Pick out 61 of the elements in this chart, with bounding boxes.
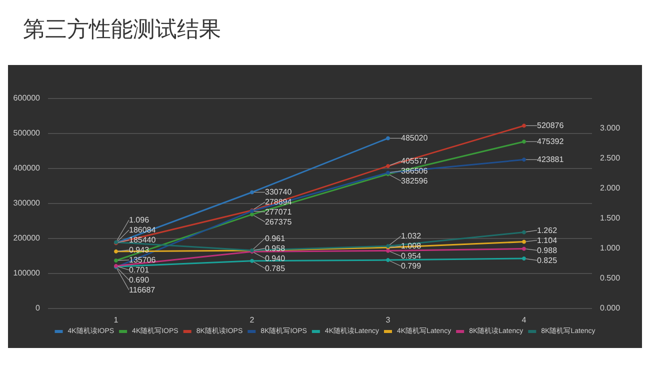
point	[522, 256, 526, 260]
chart-title: 第三方性能测试结果	[23, 18, 221, 42]
data-label: 0.958	[265, 244, 286, 253]
point	[386, 164, 390, 168]
data-label: 135706	[129, 255, 156, 264]
data-label: 0.785	[265, 264, 286, 273]
data-label: 0.701	[129, 265, 150, 274]
point	[522, 124, 526, 128]
point	[522, 158, 526, 162]
point	[522, 240, 526, 244]
point	[250, 190, 254, 194]
y-tick-label: 100000	[13, 268, 41, 278]
data-label: 277071	[265, 207, 292, 216]
x-tick-label: 2	[250, 316, 255, 324]
point	[250, 212, 254, 216]
data-label: 1.096	[129, 215, 150, 224]
x-tick-label: 1	[114, 316, 119, 324]
data-label: 267375	[265, 217, 292, 226]
data-label: 423881	[537, 155, 564, 164]
data-label: 0.961	[265, 234, 286, 243]
point	[522, 140, 526, 144]
y-tick-label: 400000	[13, 164, 41, 172]
data-label: 0.690	[129, 275, 150, 284]
data-label: 485020	[401, 134, 428, 143]
y-tick-label: 200000	[13, 234, 41, 242]
y-tick-label: 300000	[13, 198, 41, 208]
point	[250, 258, 254, 263]
data-label: 116687	[129, 285, 156, 294]
y2-tick-label: 0.500	[600, 274, 621, 282]
point	[386, 136, 390, 140]
y-tick-label: 500000	[13, 128, 41, 138]
point	[522, 230, 526, 234]
point	[386, 258, 390, 262]
data-label: 0.825	[537, 256, 558, 265]
y2-tick-label: 0.000	[600, 304, 621, 312]
point	[114, 258, 118, 262]
data-label: 382596	[401, 176, 428, 186]
data-label: 1.262	[537, 226, 558, 235]
point	[386, 248, 390, 253]
data-label: 386506	[401, 166, 428, 176]
y2-tick-label: 2.000	[600, 184, 621, 192]
y2-tick-label: 3.000	[600, 124, 621, 132]
data-label: 0.954	[401, 252, 422, 261]
y2-tick-label: 1.500	[600, 214, 621, 222]
point	[522, 246, 526, 251]
x-tick-label: 3	[386, 316, 391, 324]
data-label: 520876	[537, 121, 564, 130]
y-tick-label: 600000	[13, 94, 41, 102]
data-label: 0.799	[401, 262, 422, 271]
data-label: 330740	[265, 188, 292, 197]
data-label: 405577	[401, 156, 428, 166]
data-label: 1.104	[537, 236, 558, 245]
y2-tick-label: 2.500	[600, 154, 621, 162]
y-tick-label: 0	[36, 304, 41, 312]
data-label: 1.032	[401, 232, 422, 241]
x-tick-label: 4	[522, 316, 527, 324]
point	[114, 249, 118, 254]
y2-tick-label: 1.000	[600, 244, 621, 252]
data-label: 185440	[129, 235, 156, 244]
data-label: 0.988	[537, 246, 558, 255]
data-label: 475392	[537, 137, 564, 146]
